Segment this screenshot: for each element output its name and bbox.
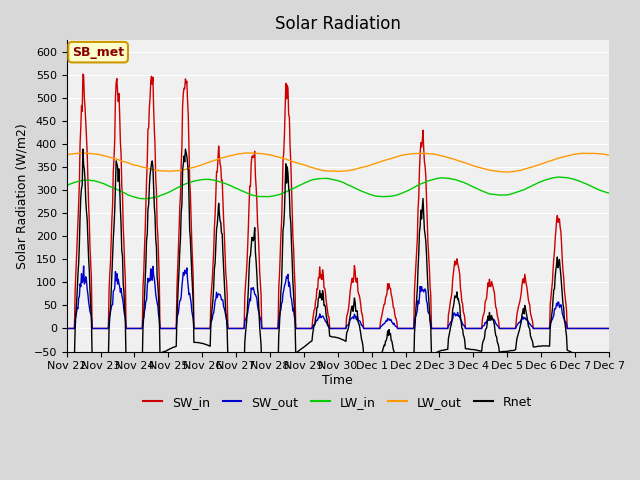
Legend: SW_in, SW_out, LW_in, LW_out, Rnet: SW_in, SW_out, LW_in, LW_out, Rnet: [138, 391, 537, 414]
Y-axis label: Solar Radiation (W/m2): Solar Radiation (W/m2): [15, 123, 28, 269]
Text: SB_met: SB_met: [72, 46, 124, 59]
X-axis label: Time: Time: [323, 374, 353, 387]
Title: Solar Radiation: Solar Radiation: [275, 15, 401, 33]
